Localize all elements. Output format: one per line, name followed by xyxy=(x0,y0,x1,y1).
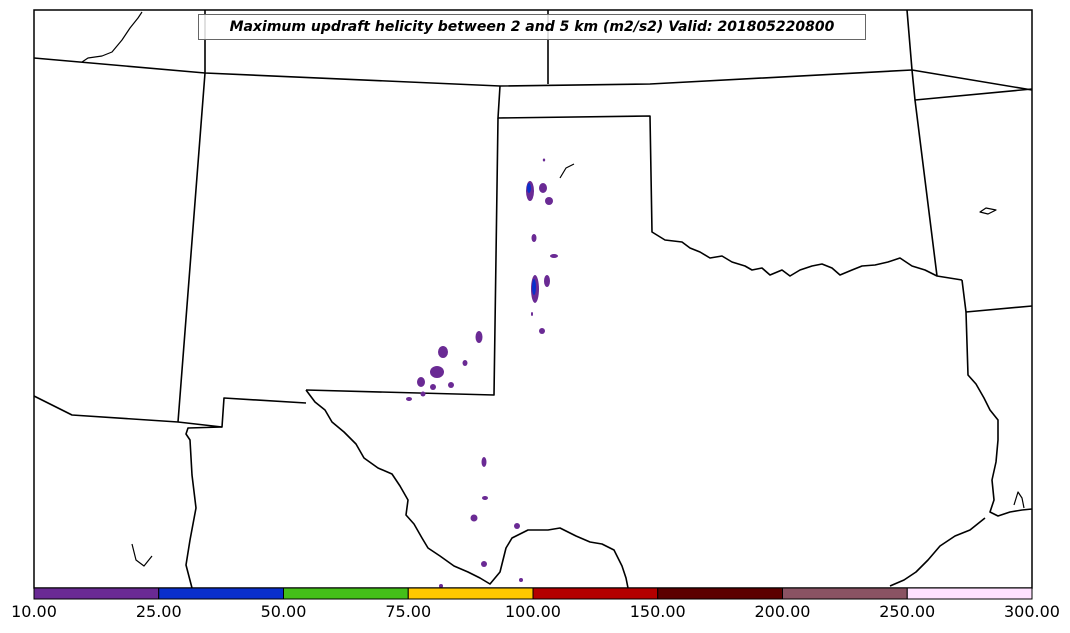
louisiana-coast xyxy=(889,517,986,587)
boundaries xyxy=(33,9,1033,589)
colorbar-tick-label: 25.00 xyxy=(135,602,182,621)
helicity-cell xyxy=(519,578,523,582)
helicity-cell xyxy=(470,514,478,522)
helicity-cell xyxy=(532,279,536,295)
colorbar-tick-label: 250.00 xyxy=(879,602,936,621)
helicity-cell xyxy=(539,328,545,334)
state-boundary-ne-vertical xyxy=(906,9,1033,101)
helicity-cell xyxy=(475,331,483,343)
helicity-cell xyxy=(544,275,550,287)
helicity-cell xyxy=(550,254,558,258)
colorbar-segment xyxy=(158,587,284,600)
colorbar-segment xyxy=(906,587,1033,600)
colorbar-segment xyxy=(283,587,409,600)
helicity-cell xyxy=(531,312,533,316)
helicity-cell xyxy=(430,384,436,390)
map-title: Maximum updraft helicity between 2 and 5… xyxy=(198,14,866,40)
baja-detail xyxy=(131,543,153,567)
colorbar-tick-label: 100.00 xyxy=(505,602,561,621)
colorbar-tick-label: 200.00 xyxy=(754,602,811,621)
colorbar-tick-label: 10.00 xyxy=(11,602,57,621)
helicity-cell xyxy=(406,397,412,401)
helicity-cells xyxy=(406,158,558,588)
helicity-cell xyxy=(420,391,426,397)
coast-detail xyxy=(1013,491,1025,509)
colorbar-segment xyxy=(532,587,659,600)
texas-east-border xyxy=(961,279,1033,517)
colorbar-tick-label: 50.00 xyxy=(260,602,307,621)
helicity-cell xyxy=(542,158,546,162)
missouri-line xyxy=(914,99,938,277)
helicity-cell xyxy=(481,561,487,567)
helicity-cell xyxy=(462,360,468,366)
mexico-border-west xyxy=(185,426,223,589)
oklahoma-border xyxy=(497,85,963,281)
helicity-cell xyxy=(448,382,454,388)
colorbar-segment xyxy=(657,587,783,600)
great-lakes-detail xyxy=(81,11,143,63)
state-boundary-west-sw xyxy=(33,395,307,428)
colorbar-tick-label: 150.00 xyxy=(629,602,686,621)
helicity-cell xyxy=(439,584,443,588)
helicity-cell xyxy=(481,457,487,467)
helicity-cell xyxy=(430,366,444,378)
lake-detail xyxy=(979,207,997,215)
arkansas-line xyxy=(965,305,1033,313)
texas-border xyxy=(305,389,629,589)
colorbar-tick-label: 75.00 xyxy=(385,602,432,621)
texas-panhandle-west xyxy=(305,117,499,396)
helicity-cell xyxy=(539,183,547,193)
colorbar-segment xyxy=(33,587,160,600)
colorbar-tick-label: 300.00 xyxy=(1004,602,1060,621)
helicity-cell xyxy=(531,234,537,242)
helicity-cell xyxy=(514,523,520,529)
colorbar xyxy=(33,587,1033,600)
state-boundary-north-1 xyxy=(33,57,1033,91)
helicity-cell xyxy=(482,496,488,500)
colorbar-segment xyxy=(782,587,908,600)
helicity-cell xyxy=(438,346,448,358)
helicity-cell xyxy=(417,377,425,387)
river-detail xyxy=(559,163,575,179)
colorbar-segment xyxy=(407,587,534,600)
helicity-cell xyxy=(527,183,531,193)
helicity-cell xyxy=(545,197,553,205)
